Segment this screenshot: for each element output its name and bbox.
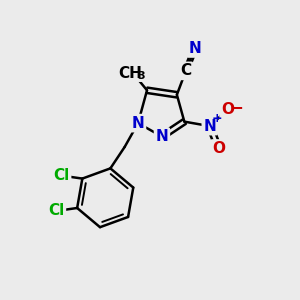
Text: Cl: Cl [53,168,70,183]
Text: C: C [180,63,191,78]
Text: N: N [203,118,216,134]
Text: O: O [212,141,225,156]
Text: 3: 3 [137,71,145,81]
Text: −: − [229,98,243,116]
Text: +: + [212,112,223,125]
Text: CH: CH [118,66,142,81]
Text: O: O [221,102,234,117]
Text: N: N [132,116,144,130]
Text: N: N [156,129,168,144]
Text: Cl: Cl [48,203,64,218]
Text: N: N [188,41,201,56]
